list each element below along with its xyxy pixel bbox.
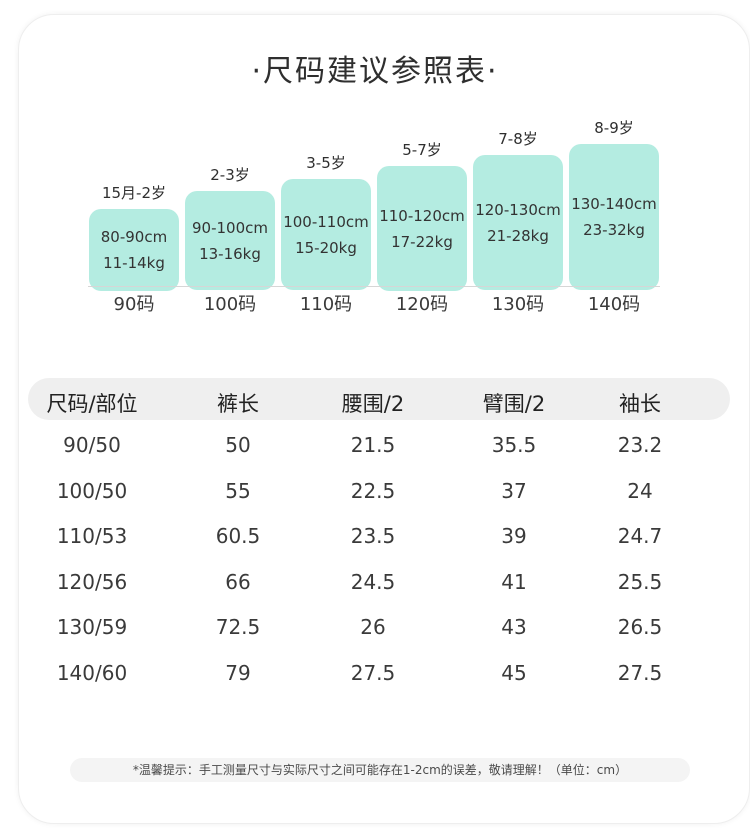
table-header-bar (28, 378, 730, 420)
cell-size: 120/56 (56, 570, 128, 594)
column-header-arm: 臂围/2 (482, 392, 546, 416)
size-column-110: 3-5岁 100-110cm 15-20kg (281, 152, 371, 290)
size-label-120: 120码 (395, 294, 449, 315)
cell-pants-length: 60.5 (215, 524, 261, 548)
cell-size: 100/50 (56, 479, 128, 503)
cell-arm: 43 (501, 615, 527, 639)
weight-range: 21-28kg (487, 226, 549, 245)
height-range: 100-110cm (283, 212, 369, 231)
size-label-100: 100码 (203, 294, 257, 315)
measurement-note: *温馨提示：手工测量尺寸与实际尺寸之间可能存在1-2cm的误差，敬请理解！（单位… (70, 758, 690, 782)
cell-arm: 45 (501, 661, 527, 685)
age-label: 3-5岁 (306, 154, 346, 172)
column-header-pants-length: 裤长 (217, 392, 259, 416)
page-title: ·尺码建议参照表· (251, 54, 499, 89)
weight-range: 11-14kg (103, 254, 165, 272)
size-label-90: 90码 (113, 294, 155, 315)
age-label: 5-7岁 (402, 141, 442, 159)
cell-pants-length: 72.5 (215, 615, 261, 639)
size-column-90: 15月-2岁 80-90cm 11-14kg (89, 182, 179, 291)
cell-sleeve: 24.7 (617, 524, 663, 548)
age-label: 8-9岁 (594, 119, 634, 137)
height-range: 90-100cm (192, 218, 268, 237)
cell-pants-length: 66 (225, 570, 251, 594)
weight-range: 13-16kg (199, 244, 261, 263)
height-range: 80-90cm (100, 228, 168, 246)
height-range: 120-130cm (475, 200, 561, 219)
size-block: 130-140cm 23-32kg (569, 144, 659, 290)
cell-waist: 24.5 (350, 570, 396, 594)
cell-waist: 27.5 (350, 661, 396, 685)
size-block: 80-90cm 11-14kg (89, 209, 179, 291)
size-block: 110-120cm 17-22kg (377, 166, 467, 291)
cell-size: 90/50 (63, 433, 121, 457)
cell-arm: 41 (501, 570, 527, 594)
cell-arm: 35.5 (491, 433, 537, 457)
cell-sleeve: 25.5 (617, 570, 663, 594)
height-range: 110-120cm (379, 206, 465, 225)
height-range: 130-140cm (571, 195, 657, 213)
size-label-140: 140码 (587, 294, 641, 315)
size-column-120: 5-7岁 110-120cm 17-22kg (377, 139, 467, 291)
cell-waist: 26 (360, 615, 386, 639)
column-header-sleeve: 袖长 (619, 392, 661, 416)
age-label: 15月-2岁 (101, 184, 167, 202)
cell-arm: 37 (501, 479, 527, 503)
cell-pants-length: 50 (225, 433, 251, 457)
cell-arm: 39 (501, 524, 527, 548)
cell-sleeve: 24 (627, 479, 653, 503)
cell-pants-length: 55 (225, 479, 251, 503)
size-column-100: 2-3岁 90-100cm 13-16kg (185, 164, 275, 290)
size-column-130: 7-8岁 120-130cm 21-28kg (473, 128, 563, 290)
weight-range: 15-20kg (295, 238, 357, 257)
age-label: 7-8岁 (498, 130, 538, 148)
size-label-130: 130码 (491, 294, 545, 315)
cell-waist: 23.5 (350, 524, 396, 548)
column-header-size: 尺码/部位 (46, 392, 138, 416)
size-label-110: 110码 (299, 294, 353, 315)
size-block: 90-100cm 13-16kg (185, 191, 275, 290)
cell-sleeve: 27.5 (617, 661, 663, 685)
cell-sleeve: 23.2 (617, 433, 663, 457)
cell-size: 140/60 (56, 661, 128, 685)
cell-waist: 21.5 (350, 433, 396, 457)
cell-waist: 22.5 (350, 479, 396, 503)
divider (88, 286, 660, 287)
age-label: 2-3岁 (210, 166, 250, 184)
column-header-waist: 腰围/2 (341, 392, 405, 416)
size-block: 120-130cm 21-28kg (473, 155, 563, 290)
size-block: 100-110cm 15-20kg (281, 179, 371, 290)
weight-range: 17-22kg (391, 232, 453, 251)
size-column-140: 8-9岁 130-140cm 23-32kg (569, 117, 659, 290)
cell-size: 110/53 (56, 524, 128, 548)
cell-pants-length: 79 (225, 661, 251, 685)
weight-range: 23-32kg (583, 221, 645, 239)
cell-size: 130/59 (56, 615, 128, 639)
cell-sleeve: 26.5 (617, 615, 663, 639)
